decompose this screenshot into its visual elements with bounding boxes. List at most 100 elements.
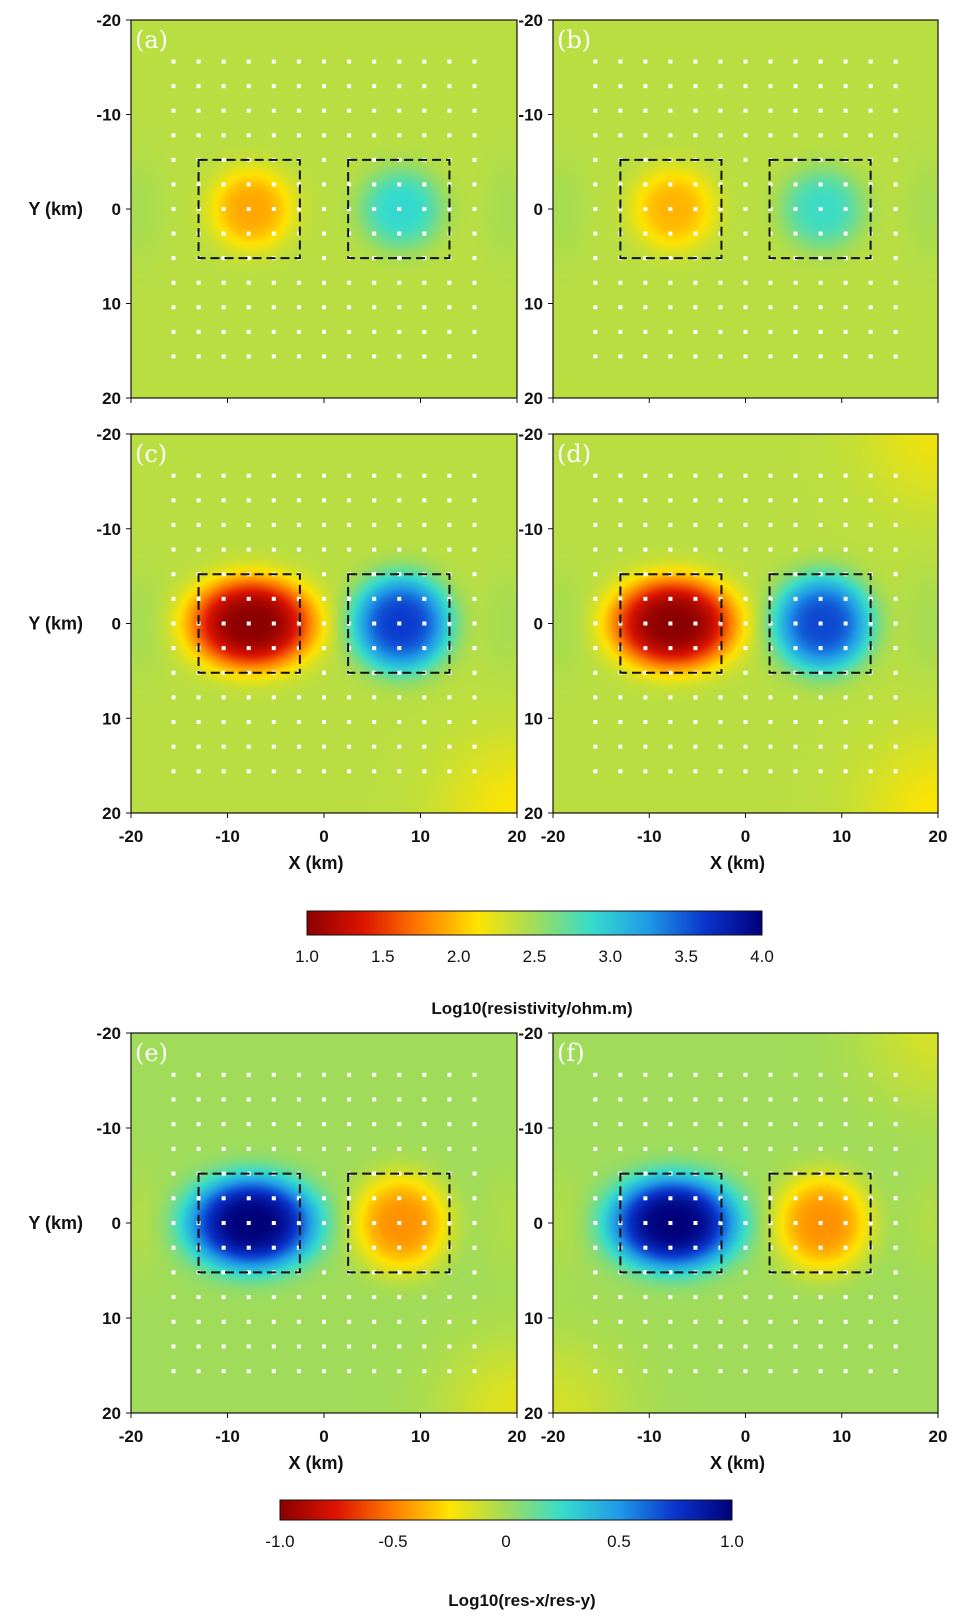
station-dot xyxy=(818,596,823,601)
colorbar-resistivity-title: Log10(resistivity/ohm.m) xyxy=(431,999,632,1018)
station-dot xyxy=(668,1122,673,1127)
station-dot xyxy=(668,769,673,774)
station-dot xyxy=(447,1295,452,1300)
station-dot xyxy=(221,280,226,285)
station-dot xyxy=(743,84,748,89)
station-dot xyxy=(743,1295,748,1300)
station-dot xyxy=(422,1097,427,1102)
station-dot xyxy=(196,84,201,89)
station-dot xyxy=(693,1097,698,1102)
station-dot xyxy=(693,646,698,651)
station-dot xyxy=(271,720,276,725)
station-dot xyxy=(768,280,773,285)
station-dot xyxy=(347,1146,352,1151)
station-dot xyxy=(221,695,226,700)
station-dot xyxy=(893,1369,898,1374)
station-dot xyxy=(593,1369,598,1374)
station-dot xyxy=(718,621,723,626)
station-dot xyxy=(868,354,873,359)
x-axis-label: X (km) xyxy=(288,853,343,873)
station-dot xyxy=(246,59,251,64)
anomaly-box-right xyxy=(347,573,451,674)
station-dot xyxy=(668,498,673,503)
station-dot xyxy=(372,1097,377,1102)
station-dot xyxy=(246,522,251,527)
station-dot xyxy=(593,84,598,89)
station-dot xyxy=(793,1319,798,1324)
station-dot xyxy=(171,182,176,187)
station-dot xyxy=(246,720,251,725)
station-dot xyxy=(472,182,477,187)
station-dot xyxy=(296,354,301,359)
station-dot xyxy=(743,498,748,503)
station-dot xyxy=(893,547,898,552)
station-dot xyxy=(372,1369,377,1374)
y-tick-label: -10 xyxy=(96,1119,121,1138)
station-dot xyxy=(472,59,477,64)
station-dot xyxy=(793,522,798,527)
station-dot xyxy=(643,1221,648,1225)
station-dot xyxy=(246,354,251,359)
station-dot xyxy=(472,1369,477,1374)
station-dot xyxy=(818,329,823,334)
station-dot xyxy=(868,59,873,64)
station-dot xyxy=(322,1245,326,1250)
station-dot xyxy=(246,646,251,651)
station-dot xyxy=(643,596,648,601)
station-dot xyxy=(221,305,226,310)
station-dot xyxy=(643,744,648,749)
station-dot xyxy=(868,305,873,310)
station-dot xyxy=(196,182,201,187)
station-dot xyxy=(347,59,352,64)
station-dot xyxy=(843,84,848,89)
station-dot xyxy=(693,84,698,89)
station-dot xyxy=(618,1319,623,1324)
station-dot xyxy=(893,157,898,162)
station-dot xyxy=(843,1295,848,1300)
station-dot xyxy=(593,182,598,187)
station-dot xyxy=(322,1221,326,1225)
station-dot xyxy=(593,305,598,310)
station-dot xyxy=(372,84,377,89)
station-dot xyxy=(322,473,326,478)
station-dot xyxy=(893,305,898,310)
station-dot xyxy=(271,1344,276,1349)
y-tick-label: -20 xyxy=(518,1024,543,1043)
station-dot xyxy=(372,720,377,725)
y-axis-label: Y (km) xyxy=(28,1213,83,1233)
station-dot xyxy=(347,1072,352,1077)
station-dot xyxy=(768,108,773,113)
station-dot xyxy=(372,621,377,626)
station-dot xyxy=(372,1072,377,1077)
station-dot xyxy=(868,1295,873,1300)
station-dot xyxy=(743,720,748,725)
station-dot xyxy=(618,59,623,64)
y-axis-label: Y (km) xyxy=(28,199,83,219)
station-dot xyxy=(472,305,477,310)
station-dot xyxy=(843,695,848,700)
station-dot xyxy=(818,522,823,527)
station-dot xyxy=(347,473,352,478)
station-dot xyxy=(322,720,326,725)
station-dot xyxy=(196,1369,201,1374)
station-dot xyxy=(397,1369,402,1374)
station-dot xyxy=(322,329,326,334)
station-dot xyxy=(718,695,723,700)
station-dot xyxy=(246,231,251,236)
station-dot xyxy=(296,59,301,64)
station-dot xyxy=(793,280,798,285)
station-dot xyxy=(618,473,623,478)
station-dot xyxy=(818,572,823,577)
station-dot xyxy=(171,305,176,310)
y-tick-label: 0 xyxy=(112,200,121,219)
station-dot xyxy=(196,354,201,359)
station-dot xyxy=(593,473,598,478)
station-dot xyxy=(818,280,823,285)
station-dot xyxy=(893,256,898,261)
station-dot xyxy=(618,133,623,138)
station-dot xyxy=(593,59,598,64)
station-dot xyxy=(693,182,698,187)
station-dot xyxy=(768,695,773,700)
station-dot xyxy=(171,1319,176,1324)
